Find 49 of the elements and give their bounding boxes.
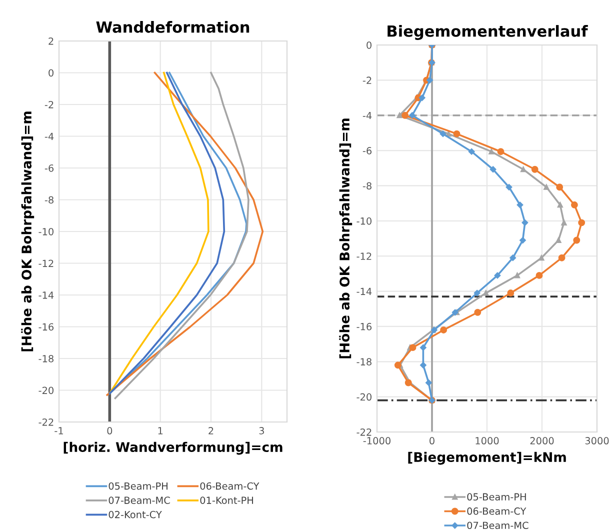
y-tick-label: -2 xyxy=(44,100,54,108)
legend-label: 05-Beam-PH xyxy=(108,482,168,490)
legend-label: 07-Beam-MC xyxy=(108,496,170,504)
legend-label: 06-Beam-CY xyxy=(467,507,526,515)
y-tick-label: 2 xyxy=(48,37,54,45)
legend-label: 01-Kont-PH xyxy=(200,496,254,504)
x-tick-label: -1 xyxy=(54,427,63,434)
y-tick-label: -6 xyxy=(362,147,372,154)
y-tick-label: 0 xyxy=(366,41,372,49)
x-axis-title: [Biegemoment]=kNm xyxy=(408,452,566,465)
y-tick-label: 0 xyxy=(48,69,54,77)
chart-title: Wanddeformation xyxy=(96,21,250,33)
y-tick-label: -20 xyxy=(38,386,54,394)
legend-label: 07-Beam-MC xyxy=(467,522,528,530)
y-tick-label: -10 xyxy=(38,228,54,236)
x-axis-title: [horiz. Wandverformung]=cm xyxy=(64,442,282,455)
y-tick-label: -12 xyxy=(38,260,54,267)
x-tick-label: 2000 xyxy=(530,437,554,444)
y-tick-label: -2 xyxy=(362,76,372,84)
y-tick-label: -16 xyxy=(356,322,372,330)
x-tick-label: -1000 xyxy=(363,437,390,444)
y-tick-label: -18 xyxy=(356,358,372,366)
y-tick-label: -18 xyxy=(38,354,54,362)
legend-label: 05-Beam-PH xyxy=(467,493,526,501)
y-tick-label: -8 xyxy=(44,196,54,204)
y-tick-label: -12 xyxy=(356,252,372,260)
x-tick-label: 3000 xyxy=(585,437,609,444)
chart-title: Biegemomentenverlauf xyxy=(388,25,588,40)
y-tick-label: -22 xyxy=(356,428,372,436)
y-tick-label: -20 xyxy=(356,393,372,401)
y-axis-title: [Höhe ab OK Bohrpfahlwand]=m xyxy=(339,118,352,358)
y-tick-label: -16 xyxy=(38,323,54,331)
y-tick-label: -14 xyxy=(38,292,54,299)
y-axis-title: [Höhe ab OK Bohrpfahlwand]=m xyxy=(21,112,34,352)
y-tick-label: -14 xyxy=(356,288,372,295)
x-tick-label: 0 xyxy=(107,427,112,434)
x-tick-label: 0 xyxy=(430,437,434,444)
y-tick-label: -4 xyxy=(44,132,54,140)
x-tick-label: 3 xyxy=(259,427,264,434)
x-tick-label: 1000 xyxy=(476,437,499,444)
legend-label: 02-Kont-CY xyxy=(108,510,162,518)
y-tick-label: -22 xyxy=(38,418,54,426)
y-tick-label: -8 xyxy=(362,182,372,190)
y-tick-label: -4 xyxy=(362,112,372,120)
x-tick-label: 1 xyxy=(158,427,163,434)
y-tick-label: -6 xyxy=(44,164,54,172)
y-tick-label: -10 xyxy=(356,217,372,225)
legend-label: 06-Beam-CY xyxy=(200,482,260,490)
x-tick-label: 2 xyxy=(208,427,214,434)
